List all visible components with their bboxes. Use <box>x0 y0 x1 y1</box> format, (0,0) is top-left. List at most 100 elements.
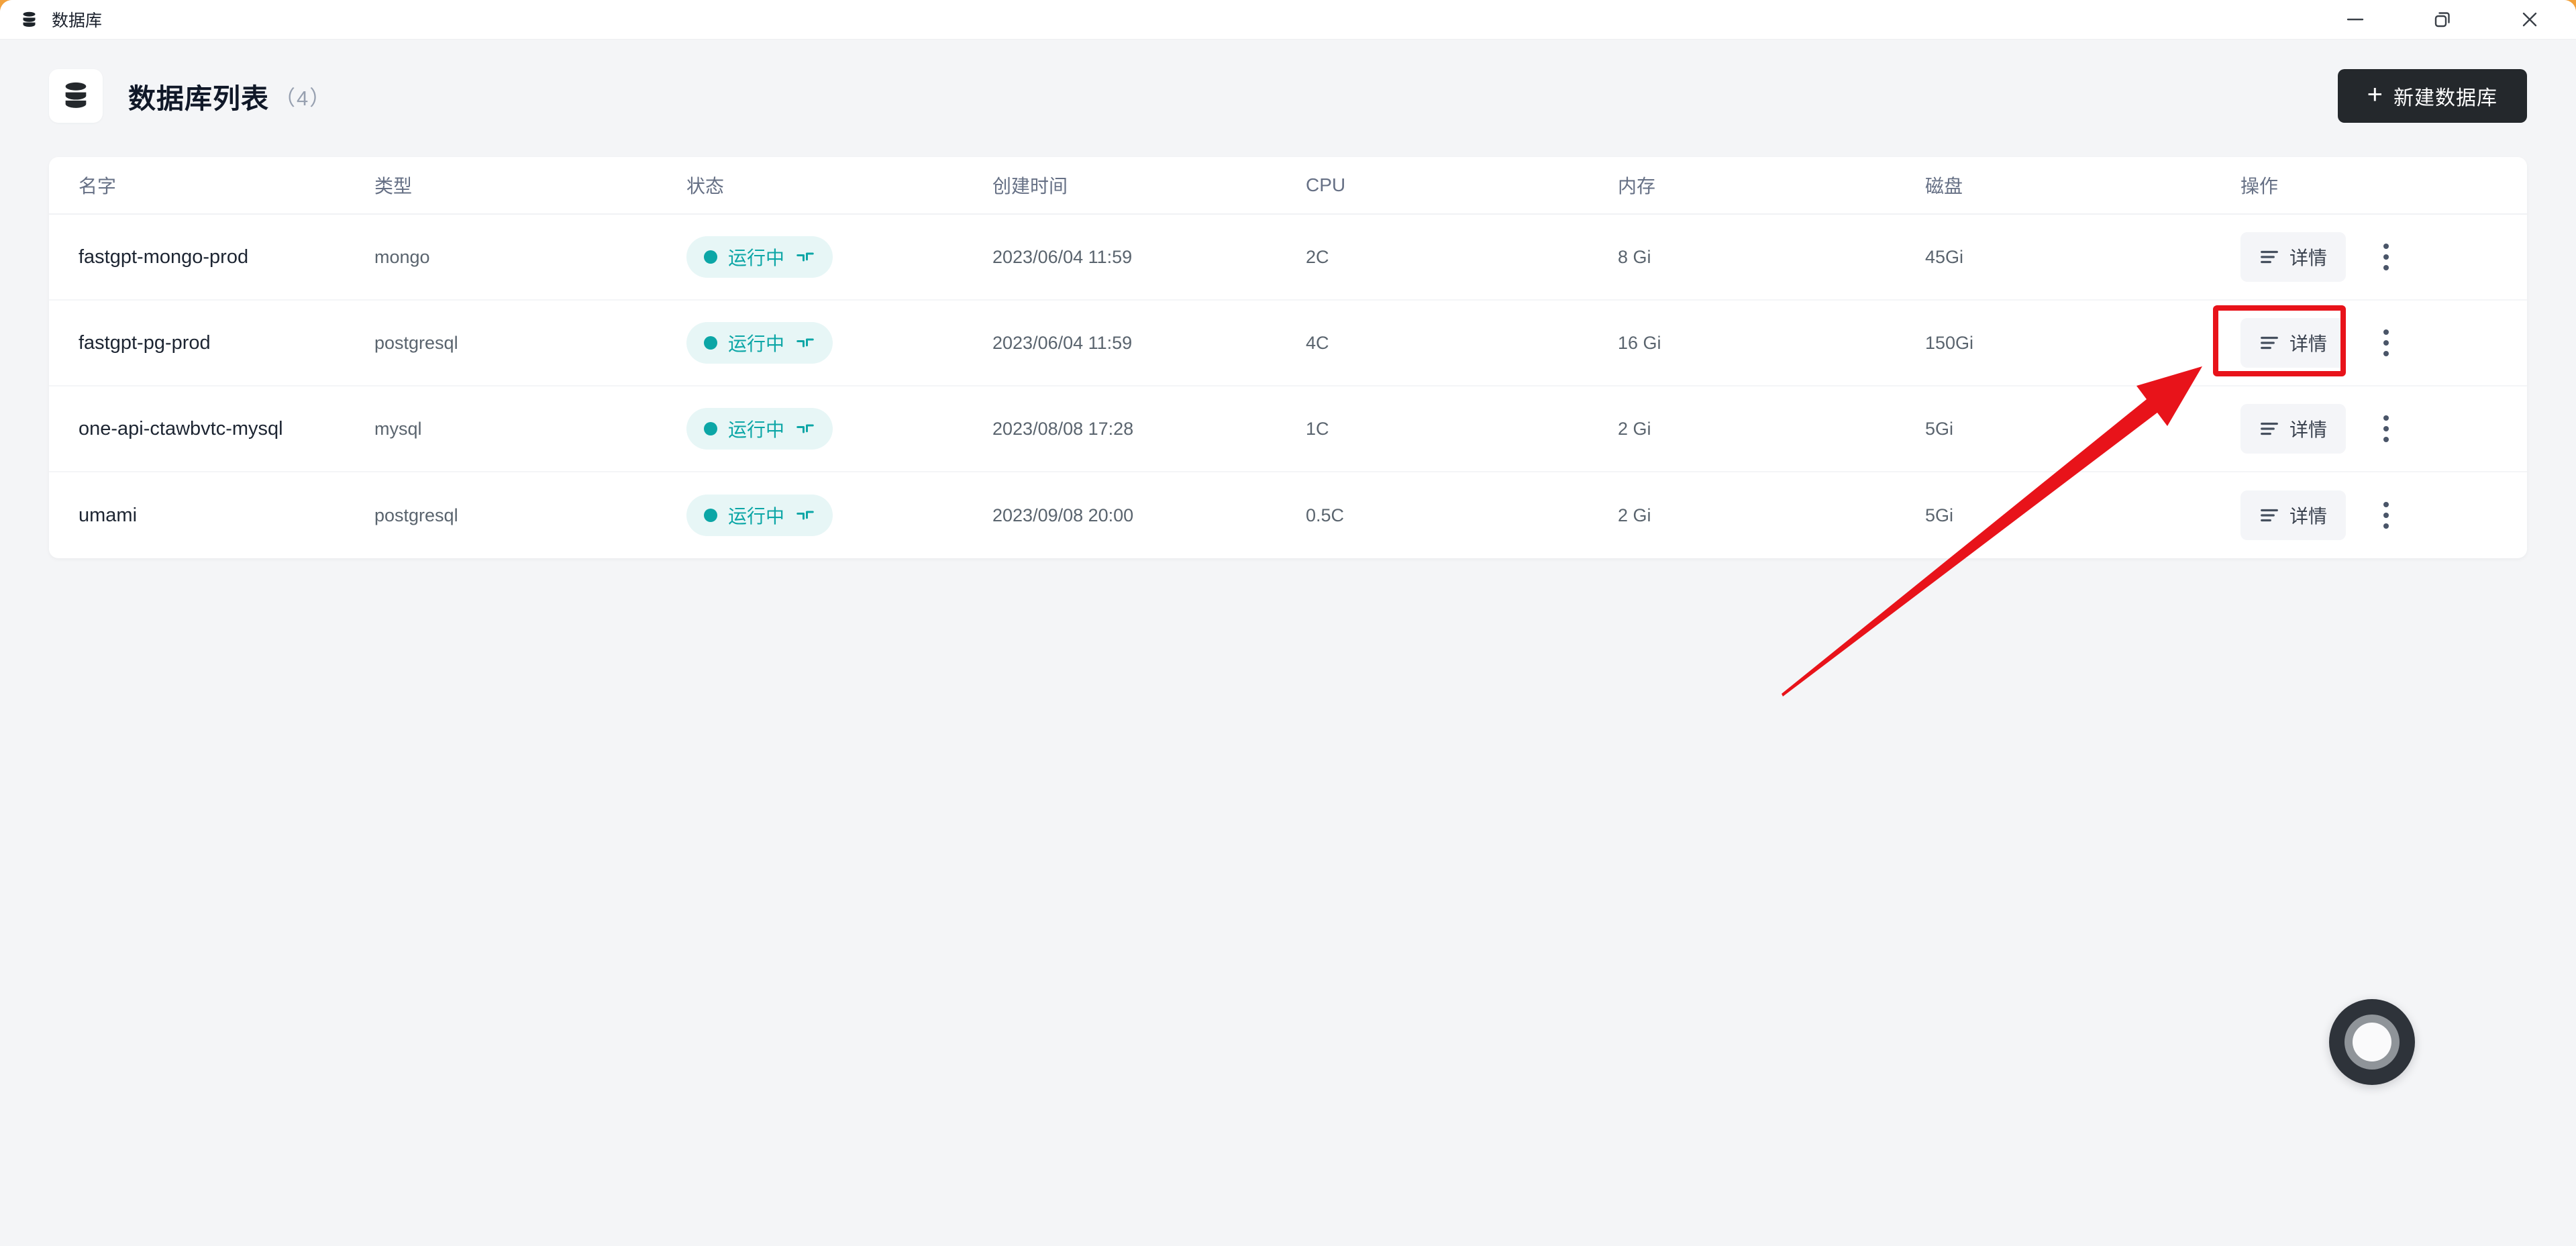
more-menu-button[interactable] <box>2377 323 2395 363</box>
database-table-card: 名字 类型 状态 创建时间 CPU 内存 磁盘 操作 fastgpt-mongo-prod m… <box>49 157 2527 558</box>
minimize-button[interactable] <box>2344 8 2367 31</box>
more-menu-button[interactable] <box>2377 495 2395 535</box>
detail-lines-icon <box>2261 250 2278 264</box>
database-icon <box>23 11 36 27</box>
actions-cell: 详情 <box>2240 232 2511 282</box>
kebab-dot-icon <box>2383 415 2389 421</box>
created-time: 2023/06/04 11:59 <box>992 246 1133 267</box>
column-header: 操作 <box>2240 176 2279 197</box>
actions-cell: 详情 <box>2213 305 2511 376</box>
detail-button-wrap: 详情 <box>2240 232 2347 282</box>
assistant-float-button[interactable] <box>2329 999 2415 1085</box>
restore-button[interactable] <box>2431 8 2454 31</box>
app-icon-card <box>49 69 103 123</box>
status-dot-icon <box>704 336 717 350</box>
restore-icon <box>2434 12 2450 28</box>
plus-icon: + <box>2367 80 2383 109</box>
detail-button[interactable]: 详情 <box>2240 490 2347 540</box>
database-icon <box>65 82 87 108</box>
item-count: （4） <box>274 86 332 110</box>
status-dot-icon <box>704 250 717 264</box>
db-type: postgresql <box>374 505 458 525</box>
more-menu-button[interactable] <box>2377 237 2395 277</box>
window-controls <box>2344 8 2541 31</box>
close-button[interactable] <box>2518 8 2541 31</box>
kebab-dot-icon <box>2383 523 2389 529</box>
status-cell: 运行中 <box>686 495 992 536</box>
column-header: 创建时间 <box>992 176 1068 197</box>
minimize-icon <box>2347 18 2364 21</box>
table-row: umami postgresql 运行中 2023/09/08 20:00 0.… <box>49 472 2527 558</box>
detail-button-label: 详情 <box>2289 248 2328 268</box>
create-database-label: 新建数据库 <box>2393 87 2497 109</box>
detail-button[interactable]: 详情 <box>2240 232 2347 282</box>
detail-button-wrap: 详情 <box>2213 305 2347 376</box>
db-type: mysql <box>374 418 422 439</box>
detail-button-label: 详情 <box>2289 506 2328 527</box>
page-title: 数据库列表 <box>128 83 269 114</box>
cpu-value: 0.5C <box>1306 505 1345 525</box>
detail-lines-icon <box>2261 422 2278 435</box>
terminal-corners-icon <box>796 252 814 262</box>
disk-value: 5Gi <box>1925 418 1954 439</box>
terminal-corners-icon <box>796 511 814 520</box>
status-cell: 运行中 <box>686 322 992 364</box>
cpu-value: 4C <box>1306 332 1329 353</box>
titlebar: 数据库 <box>0 0 2576 40</box>
actions-cell: 详情 <box>2240 490 2511 540</box>
db-type: mongo <box>374 246 430 267</box>
memory-value: 2 Gi <box>1618 505 1651 525</box>
db-name: umami <box>79 504 138 526</box>
actions-cell: 详情 <box>2240 404 2511 454</box>
detail-lines-icon <box>2261 509 2278 522</box>
close-icon <box>2522 12 2537 27</box>
cpu-value: 1C <box>1306 418 1329 439</box>
status-label: 运行中 <box>728 248 785 268</box>
kebab-dot-icon <box>2383 426 2389 431</box>
table-row: one-api-ctawbvtc-mysql mysql 运行中 2023/08… <box>49 386 2527 472</box>
kebab-dot-icon <box>2383 502 2389 507</box>
status-label: 运行中 <box>728 506 785 527</box>
table-body: fastgpt-mongo-prod mongo 运行中 2023/06/04 … <box>49 215 2527 558</box>
kebab-dot-icon <box>2383 513 2389 518</box>
detail-button[interactable]: 详情 <box>2240 318 2347 368</box>
create-database-button[interactable]: + 新建数据库 <box>2337 69 2527 123</box>
kebab-dot-icon <box>2383 244 2389 249</box>
memory-value: 8 Gi <box>1618 246 1651 267</box>
kebab-dot-icon <box>2383 329 2389 335</box>
kebab-dot-icon <box>2383 254 2389 260</box>
created-time: 2023/06/04 11:59 <box>992 332 1133 353</box>
detail-button[interactable]: 详情 <box>2240 404 2347 454</box>
status-badge[interactable]: 运行中 <box>686 408 833 450</box>
status-dot-icon <box>704 422 717 435</box>
kebab-dot-icon <box>2383 265 2389 270</box>
disk-value: 5Gi <box>1925 505 1954 525</box>
cpu-value: 2C <box>1306 246 1329 267</box>
page-header-left: 数据库列表 （4） <box>49 69 331 123</box>
created-time: 2023/09/08 20:00 <box>992 505 1134 525</box>
kebab-dot-icon <box>2383 351 2389 356</box>
db-name: fastgpt-pg-prod <box>79 331 211 354</box>
status-badge[interactable]: 运行中 <box>686 495 833 536</box>
column-header: 名字 <box>79 176 117 197</box>
memory-value: 2 Gi <box>1618 418 1651 439</box>
db-type: postgresql <box>374 332 458 353</box>
kebab-dot-icon <box>2383 340 2389 346</box>
status-badge[interactable]: 运行中 <box>686 322 833 364</box>
status-label: 运行中 <box>728 419 785 440</box>
status-badge[interactable]: 运行中 <box>686 236 833 278</box>
status-label: 运行中 <box>728 333 785 354</box>
disk-value: 150Gi <box>1925 332 1974 353</box>
detail-button-label: 详情 <box>2289 333 2328 354</box>
more-menu-button[interactable] <box>2377 409 2395 449</box>
assistant-ring-icon <box>2345 1015 2400 1070</box>
table-row: fastgpt-mongo-prod mongo 运行中 2023/06/04 … <box>49 215 2527 301</box>
status-dot-icon <box>704 509 717 522</box>
terminal-corners-icon <box>796 424 814 433</box>
table-row: fastgpt-pg-prod postgresql 运行中 2023/06/0… <box>49 301 2527 386</box>
page-header: 数据库列表 （4） + 新建数据库 <box>49 69 2527 123</box>
status-cell: 运行中 <box>686 408 992 450</box>
db-name: one-api-ctawbvtc-mysql <box>79 417 283 439</box>
created-time: 2023/08/08 17:28 <box>992 418 1134 439</box>
